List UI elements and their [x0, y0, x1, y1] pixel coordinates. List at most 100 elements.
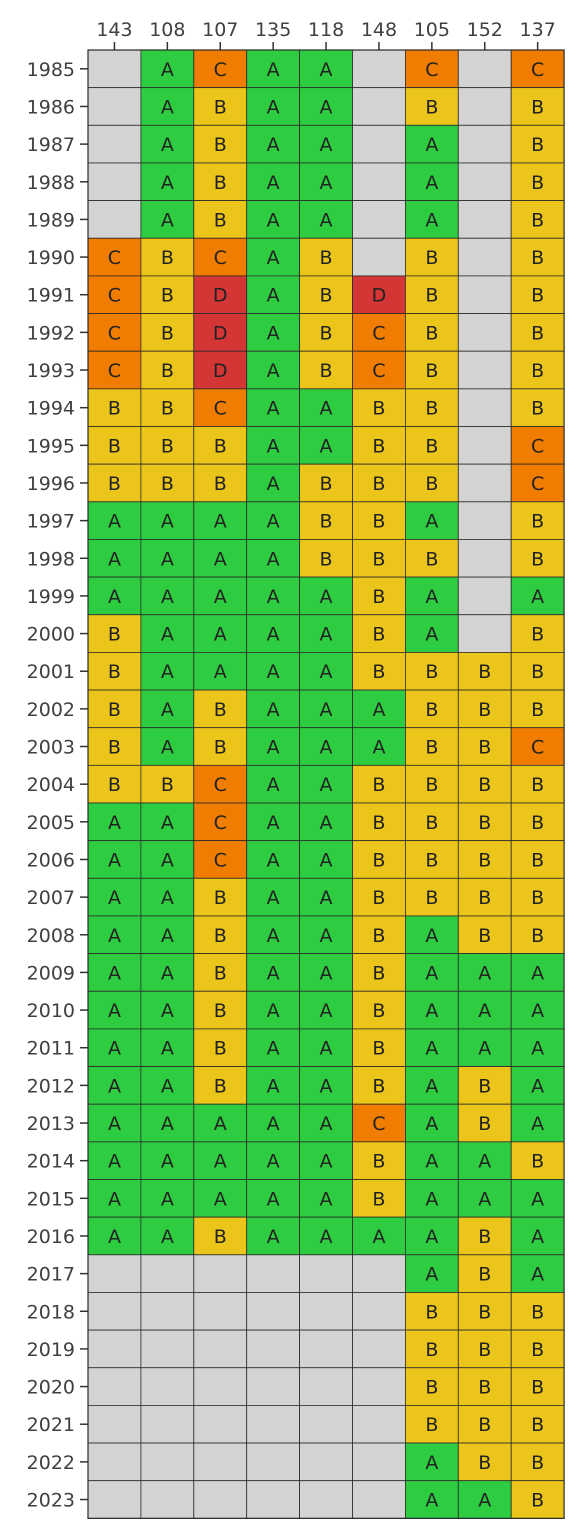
heatmap-cell	[140, 501, 195, 540]
cell-label: B	[478, 1301, 491, 1323]
cell-label: B	[531, 1301, 544, 1323]
heatmap-cell	[352, 1405, 406, 1444]
heatmap-cell	[352, 1141, 406, 1180]
cell-label: B	[161, 285, 174, 307]
cell-label: A	[531, 1113, 544, 1135]
cell-label: A	[267, 887, 280, 909]
heatmap-cell	[299, 1254, 353, 1293]
cell-label: A	[214, 624, 227, 646]
cell-label: B	[425, 812, 438, 834]
cell-label: A	[161, 849, 174, 871]
cell-label: A	[425, 134, 438, 156]
cell-label: A	[108, 925, 121, 947]
cell-label: B	[161, 473, 174, 495]
heatmap-cell	[193, 652, 248, 691]
row-tick-label: 2016	[27, 1226, 75, 1248]
heatmap-cell	[87, 1442, 142, 1482]
heatmap-cell	[404, 652, 459, 691]
heatmap-cell	[352, 87, 406, 126]
cell-label: B	[108, 774, 121, 796]
heatmap-cell	[352, 1442, 406, 1482]
row-tick-label: 2015	[27, 1188, 75, 1210]
row-tick-label: 2018	[27, 1301, 75, 1323]
heatmap-cell	[457, 200, 512, 239]
cell-label: B	[161, 322, 174, 344]
heatmap-cell	[193, 1254, 248, 1293]
cell-label: A	[161, 548, 174, 570]
cell-label: A	[161, 887, 174, 909]
cell-label: A	[267, 1038, 280, 1060]
heatmap-cell	[193, 1367, 248, 1406]
heatmap-cell	[87, 1405, 142, 1444]
cell-label: B	[478, 1113, 491, 1135]
heatmap-cell	[299, 87, 353, 126]
cell-label: B	[320, 360, 333, 382]
heatmap-cell	[299, 1442, 353, 1482]
cell-label: A	[267, 624, 280, 646]
cell-label: C	[531, 59, 544, 81]
heatmap-cell	[299, 877, 353, 917]
cell-label: A	[320, 1226, 333, 1248]
heatmap-cell	[352, 614, 406, 653]
cell-label: B	[478, 1452, 491, 1474]
heatmap-cell	[87, 915, 142, 955]
heatmap-cell	[246, 1405, 300, 1444]
cell-label: B	[372, 548, 385, 570]
cell-label: A	[425, 1075, 438, 1097]
heatmap-cell	[404, 463, 459, 503]
heatmap-cell	[246, 576, 300, 616]
cell-label: A	[108, 812, 121, 834]
cell-label: A	[425, 511, 438, 533]
cell-label: B	[478, 849, 491, 871]
cell-label: B	[425, 435, 438, 457]
cell-label: A	[531, 1264, 544, 1286]
heatmap-cell	[140, 915, 195, 955]
cell-label: A	[108, 1151, 121, 1173]
heatmap-cell	[140, 1254, 195, 1293]
row-tick-label: 2006	[27, 849, 75, 871]
heatmap-cell	[510, 1066, 565, 1105]
heatmap-cell	[246, 1028, 300, 1067]
heatmap-cell	[457, 350, 512, 390]
heatmap-cell	[457, 1292, 512, 1331]
cell-label: A	[267, 699, 280, 721]
row-tick-label: 1990	[27, 247, 75, 269]
cell-label: A	[478, 1038, 491, 1060]
column-tick-label: 148	[361, 19, 397, 41]
cell-label: A	[320, 661, 333, 683]
cell-label: B	[372, 435, 385, 457]
heatmap-cell	[352, 1367, 406, 1406]
cell-label: A	[267, 511, 280, 533]
heatmap-cell	[457, 1480, 512, 1519]
cell-label: A	[267, 1000, 280, 1022]
cell-label: A	[267, 1151, 280, 1173]
heatmap-cell	[352, 1028, 406, 1067]
cell-label: B	[214, 134, 227, 156]
heatmap-cell	[352, 1216, 406, 1256]
heatmap-cell	[352, 388, 406, 427]
cell-label: B	[531, 322, 544, 344]
heatmap-cell	[457, 237, 512, 277]
heatmap-cell	[246, 802, 300, 842]
heatmap-cell	[193, 350, 248, 390]
cell-label: A	[108, 1000, 121, 1022]
cell-label: A	[320, 849, 333, 871]
heatmap-cell	[352, 162, 406, 201]
cell-label: B	[372, 1000, 385, 1022]
row-tick-label: 2002	[27, 699, 75, 721]
heatmap-cell	[510, 1254, 565, 1293]
heatmap-cell	[299, 1103, 353, 1143]
cell-label: B	[320, 247, 333, 269]
heatmap-cell	[246, 1367, 300, 1406]
cell-label: A	[320, 1000, 333, 1022]
cell-label: B	[425, 1377, 438, 1399]
heatmap-cell	[510, 275, 565, 314]
heatmap-cells: A C A A C CA B A A B BA B A A A BA B A A A BA B A A A BC B C A B B BC B D…	[87, 49, 565, 1519]
heatmap-cell	[193, 1179, 248, 1218]
heatmap-cell	[87, 1292, 142, 1331]
cell-label: A	[478, 1151, 491, 1173]
cell-label: A	[267, 473, 280, 495]
heatmap-cell	[193, 1405, 248, 1444]
row-axis: 1985 1986 1987 1988 1989 1990 1991 1992 1993 1994…	[27, 59, 88, 1512]
heatmap-cell	[140, 49, 195, 89]
